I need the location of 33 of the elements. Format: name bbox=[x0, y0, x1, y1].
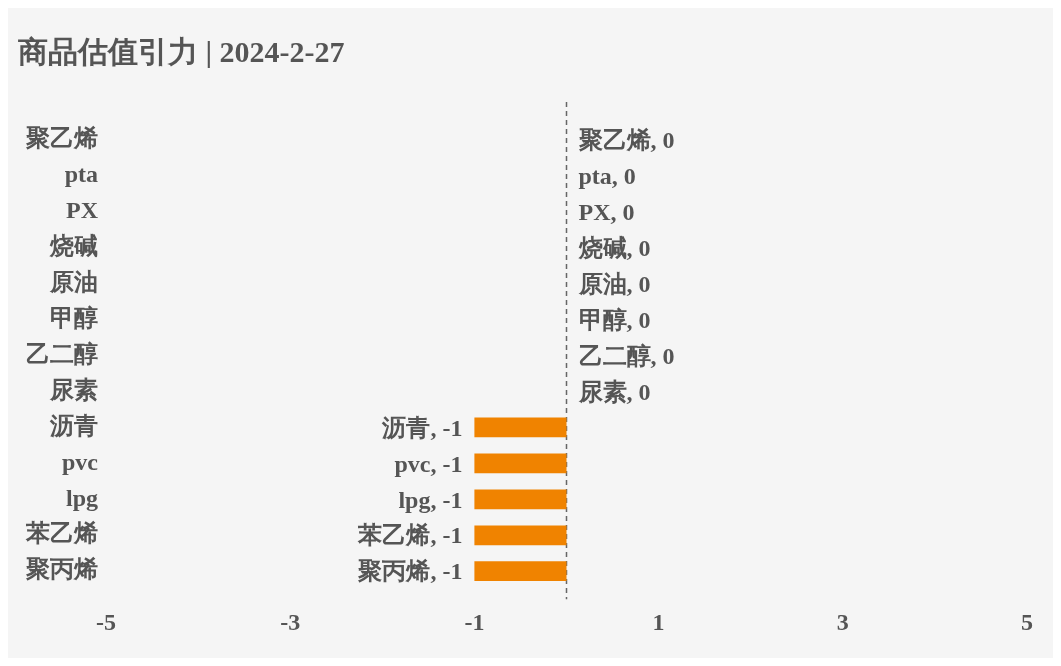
data-label: 沥青, -1 bbox=[381, 414, 463, 441]
y-tick-label: 原油 bbox=[49, 268, 98, 295]
data-label: 苯乙烯, -1 bbox=[357, 522, 463, 549]
y-tick-label: 沥青 bbox=[49, 412, 98, 439]
x-tick-label: 5 bbox=[1021, 608, 1033, 635]
data-label: 尿素, 0 bbox=[577, 378, 651, 405]
data-label: pta, 0 bbox=[578, 163, 636, 190]
x-tick-label: -3 bbox=[280, 608, 301, 635]
chart-title: 商品估值引力 | 2024-2-27 bbox=[18, 34, 345, 68]
data-label: 甲醇, 0 bbox=[578, 306, 651, 333]
y-tick-label: 聚乙烯 bbox=[25, 125, 98, 152]
x-tick-label: -5 bbox=[96, 608, 116, 635]
data-label: 原油, 0 bbox=[577, 270, 651, 297]
x-tick-label: 1 bbox=[652, 608, 665, 635]
y-tick-label: pvc bbox=[62, 448, 99, 475]
x-tick-label: 3 bbox=[836, 608, 849, 635]
y-tick-label: 苯乙烯 bbox=[25, 520, 98, 547]
y-tick-label: pta bbox=[64, 161, 98, 188]
y-tick-label: 烧碱 bbox=[49, 232, 98, 259]
data-label: PX, 0 bbox=[578, 199, 635, 226]
data-label: 烧碱, 0 bbox=[577, 234, 651, 261]
data-label: pvc, -1 bbox=[394, 450, 463, 477]
data-label: 聚乙烯, 0 bbox=[577, 127, 675, 154]
y-tick-label: 聚丙烯 bbox=[25, 556, 98, 583]
y-tick-label: 甲醇 bbox=[50, 304, 98, 331]
y-tick-label: PX bbox=[66, 197, 99, 224]
x-tick-label: -1 bbox=[464, 608, 485, 635]
data-label: 聚丙烯, -1 bbox=[357, 558, 463, 585]
y-tick-label: lpg bbox=[65, 484, 98, 511]
data-label: 乙二醇, 0 bbox=[578, 342, 675, 369]
y-tick-label: 乙二醇 bbox=[26, 340, 98, 367]
data-label: lpg, -1 bbox=[398, 486, 463, 513]
y-tick-label: 尿素 bbox=[49, 376, 98, 403]
